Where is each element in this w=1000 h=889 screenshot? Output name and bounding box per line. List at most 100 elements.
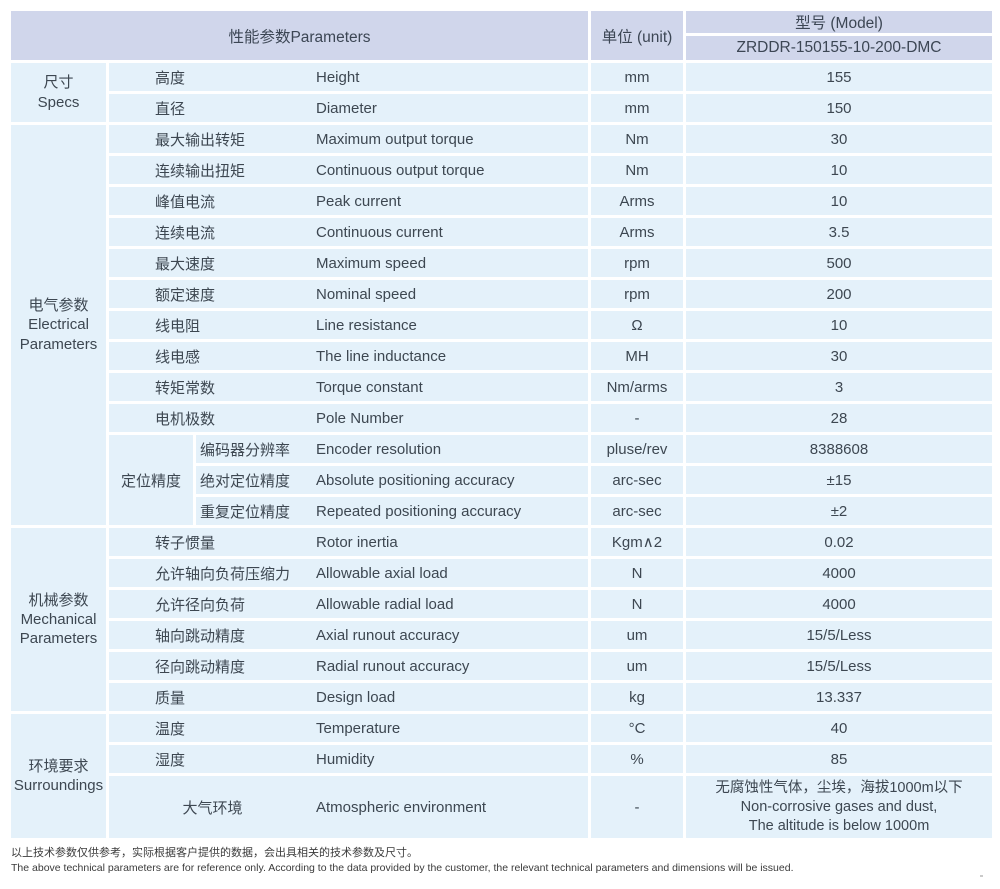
param-label: 电机极数 Pole Number: [109, 408, 588, 429]
param-label: 直径 Diameter: [109, 98, 588, 119]
param-label-cell: 连续电流 Continuous current: [109, 218, 588, 246]
value-cell: 3: [686, 373, 992, 401]
param-cn-label: 温度: [155, 720, 186, 738]
group-cn-label: 环境要求: [28, 757, 89, 775]
value-cell: 8388608: [686, 435, 992, 463]
param-cn-label: 允许轴向负荷压缩力: [155, 565, 291, 583]
param-label-cell: 转矩常数 Torque constant: [109, 373, 588, 401]
param-cn-label: 重复定位精度: [200, 503, 291, 521]
table-row: 大气环境 Atmospheric environment - 无腐蚀性气体，尘埃，海拔…: [11, 776, 992, 838]
spec-rows: 尺寸 Specs 高度 Height mm 155 直径 Diameter mm 150 电气参数 E…: [11, 63, 992, 838]
table-row: 连续输出扭矩 Continuous output torque Nm 10: [11, 156, 992, 184]
param-label: 温度 Temperature: [109, 718, 588, 739]
value-cell: ±2: [686, 497, 992, 525]
group-cn-label: 电气参数: [28, 297, 89, 315]
unit-cell: N: [591, 559, 683, 587]
value-cell: 15/5/Less: [686, 621, 992, 649]
value-cell: 10: [686, 156, 992, 184]
value-cell: 10: [686, 311, 992, 339]
value-line: Non-corrosive gases and dust,: [740, 798, 938, 815]
param-en-label: Radial runout accuracy: [316, 657, 470, 675]
unit-cell: um: [591, 621, 683, 649]
param-label: 转矩常数 Torque constant: [109, 377, 588, 398]
subgroup-cell: 定位精度: [109, 435, 193, 525]
param-label-cell: 绝对定位精度 Absolute positioning accuracy: [196, 466, 588, 494]
param-cn-label: 轴向跳动精度: [155, 627, 246, 645]
group-cn-label: 机械参数: [28, 591, 89, 609]
table-row: 机械参数 Mechanical Parameters 转子惯量 Rotor inert…: [11, 528, 992, 711]
header-row-1: 性能参数Parameters 单位 (unit) 型号 (Model): [11, 11, 992, 60]
value-cell: 4000: [686, 590, 992, 618]
param-en-label: Height: [316, 68, 360, 86]
group-en-label: Mechanical Parameters: [19, 610, 98, 648]
param-label: 最大输出转矩 Maximum output torque: [109, 129, 588, 150]
group-cell: 尺寸 Specs: [11, 63, 106, 122]
param-label-cell: 径向跳动精度 Radial runout accuracy: [109, 652, 588, 680]
param-en-label: Atmospheric environment: [316, 798, 487, 816]
table-row: 环境要求 Surroundings 温度 Temperature °C 40: [11, 714, 992, 838]
unit-cell: pluse/rev: [591, 435, 683, 463]
unit-cell: MH: [591, 342, 683, 370]
table-row: 额定速度 Nominal speed rpm 200: [11, 280, 992, 308]
param-label-cell: 额定速度 Nominal speed: [109, 280, 588, 308]
footnote-cn: 以上技术参数仅供参考，实际根据客户提供的数据，会出具相关的技术参数及尺寸。: [11, 847, 418, 859]
param-label: 连续输出扭矩 Continuous output torque: [109, 160, 588, 181]
value-line: 无腐蚀性气体，尘埃，海拔1000m以下: [715, 779, 963, 796]
unit-cell: mm: [591, 94, 683, 122]
unit-cell: Arms: [591, 218, 683, 246]
table-row: 线电阻 Line resistance Ω 10: [11, 311, 992, 339]
param-label-cell: 直径 Diameter: [109, 94, 588, 122]
param-en-label: Rotor inertia: [316, 533, 398, 551]
table-row: 定位精度 编码器分辨率 Encoder resolution pluse/rev 838…: [11, 435, 992, 525]
unit-cell: arc-sec: [591, 497, 683, 525]
param-en-label: The line inductance: [316, 347, 447, 365]
header-row-2: ZRDDR-150155-10-200-DMC: [11, 36, 992, 60]
value-cell: 500: [686, 249, 992, 277]
spec-table-header: 性能参数Parameters 单位 (unit) 型号 (Model) ZRDD…: [11, 11, 992, 60]
param-label: 线电感 The line inductance: [109, 346, 588, 367]
unit-cell: arc-sec: [591, 466, 683, 494]
param-en-label: Diameter: [316, 99, 377, 117]
unit-cell: kg: [591, 683, 683, 711]
param-cn-label: 额定速度: [155, 286, 216, 304]
param-en-label: Allowable radial load: [316, 595, 454, 613]
value-cell: 40: [686, 714, 992, 742]
param-cn-label: 连续电流: [155, 224, 216, 242]
table-row: 线电感 The line inductance MH 30: [11, 342, 992, 370]
param-en-label: Line resistance: [316, 316, 417, 334]
table-row: 转矩常数 Torque constant Nm/arms 3: [11, 373, 992, 401]
unit-cell: -: [591, 776, 683, 838]
param-label-cell: 大气环境 Atmospheric environment: [109, 776, 588, 838]
param-label: 重复定位精度 Repeated positioning accuracy: [196, 501, 588, 522]
table-row: 允许径向负荷 Allowable radial load N 4000: [11, 590, 992, 618]
table-row: 质量 Design load kg 13.337: [11, 683, 992, 711]
value-cell: 150: [686, 94, 992, 122]
param-cn-label: 峰值电流: [155, 193, 216, 211]
param-label-cell: 电机极数 Pole Number: [109, 404, 588, 432]
param-label-cell: 转子惯量 Rotor inertia: [109, 528, 588, 556]
param-label: 峰值电流 Peak current: [109, 191, 588, 212]
param-cn-label: 编码器分辨率: [200, 441, 291, 459]
table-row: 电机极数 Pole Number -28: [11, 404, 992, 432]
unit-cell: rpm: [591, 249, 683, 277]
group-en-label: Electrical Parameters: [19, 316, 98, 353]
value-cell: 15/5/Less: [686, 652, 992, 680]
unit-cell: %: [591, 745, 683, 773]
param-cn-label: 线电感: [155, 348, 201, 366]
param-en-label: Absolute positioning accuracy: [316, 471, 515, 489]
param-label-cell: 高度 Height: [109, 63, 588, 91]
table-row: 径向跳动精度 Radial runout accuracy um 15/5/Less: [11, 652, 992, 680]
param-cn-label: 最大输出转矩: [155, 131, 246, 149]
param-label-cell: 线电阻 Line resistance: [109, 311, 588, 339]
value-cell: 无腐蚀性气体，尘埃，海拔1000m以下 Non-corrosive gases a…: [686, 776, 992, 838]
unit-cell: Ω: [591, 311, 683, 339]
param-label: 连续电流 Continuous current: [109, 222, 588, 243]
param-en-label: Pole Number: [316, 409, 404, 427]
value-cell: 30: [686, 342, 992, 370]
table-row: 最大速度 Maximum speed rpm 500: [11, 249, 992, 277]
param-en-label: Temperature: [316, 719, 401, 737]
unit-cell: mm: [591, 63, 683, 91]
unit-cell: Nm/arms: [591, 373, 683, 401]
param-cn-label: 转子惯量: [155, 534, 216, 552]
group-en-label: Surroundings: [13, 777, 104, 794]
